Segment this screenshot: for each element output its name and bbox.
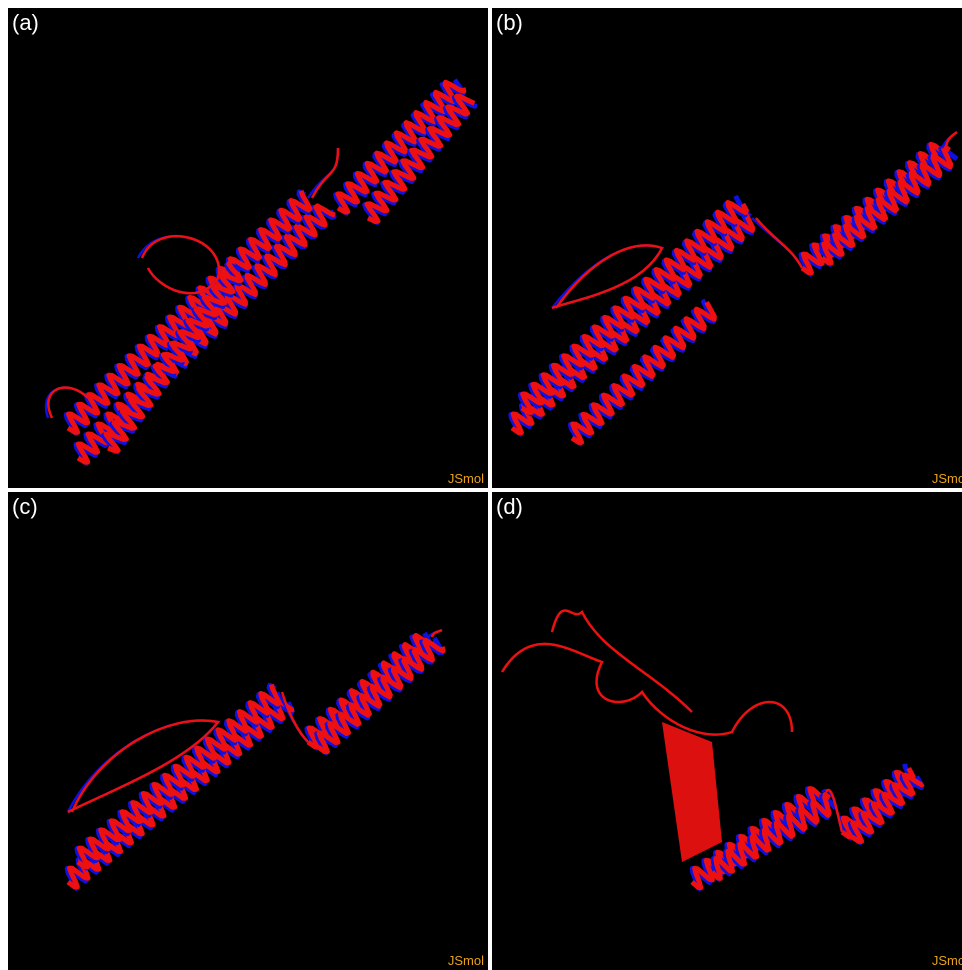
loop (550, 609, 693, 713)
loop (280, 691, 309, 743)
loop (755, 217, 804, 269)
helix (850, 772, 925, 844)
structure-view (44, 78, 478, 467)
watermark: JSmol (931, 953, 962, 968)
helix (103, 261, 244, 454)
watermark: JSmol (447, 953, 484, 968)
viewer-panel: (c) JSmol (8, 492, 488, 970)
loop (551, 244, 664, 310)
helix (570, 301, 717, 445)
helix (818, 145, 959, 268)
structure-view (64, 628, 446, 892)
structure-view (508, 131, 959, 447)
loop (751, 217, 804, 269)
helix (820, 144, 954, 266)
viewer-panel: (d) JSmol (492, 492, 962, 970)
watermark: JSmol (931, 471, 962, 486)
loop (140, 234, 221, 295)
loop (310, 147, 340, 199)
helix (63, 189, 311, 437)
helix (66, 190, 313, 435)
viewer-panel: (b) JSmol (492, 8, 962, 488)
helix (76, 683, 282, 870)
sheet (662, 722, 722, 862)
helix (520, 200, 749, 415)
panel-label: (a) (12, 10, 39, 35)
loop (430, 628, 443, 638)
loop (47, 386, 89, 419)
loop (944, 131, 958, 149)
watermark: JSmol (447, 471, 484, 486)
helix (364, 93, 476, 224)
panel-label: (c) (12, 494, 38, 519)
loop (500, 642, 794, 736)
loop (306, 147, 340, 199)
helix (567, 298, 717, 447)
loop (824, 788, 844, 833)
helix (306, 632, 436, 750)
panel-label: (b) (496, 10, 523, 35)
helix (710, 792, 832, 881)
loop (67, 719, 221, 814)
helix (316, 637, 446, 755)
viewer-panel: (a) JSmol (8, 8, 488, 488)
structure-view (500, 609, 925, 892)
panel-label: (d) (496, 494, 523, 519)
